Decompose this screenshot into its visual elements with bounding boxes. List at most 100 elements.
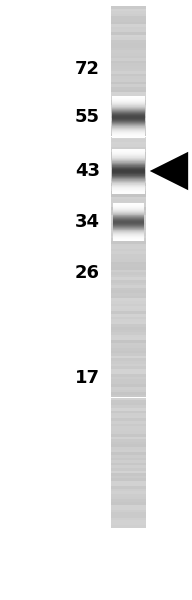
Bar: [111, 403, 146, 406]
Bar: [111, 131, 146, 134]
Bar: [111, 322, 146, 325]
Bar: [111, 325, 146, 327]
Bar: [111, 116, 146, 118]
Bar: [111, 168, 146, 170]
Bar: [111, 369, 146, 371]
Bar: [111, 285, 146, 288]
Bar: [111, 329, 146, 332]
Bar: [111, 220, 146, 223]
Bar: [111, 267, 146, 269]
Bar: [111, 113, 146, 116]
Bar: [111, 142, 146, 145]
Bar: [111, 89, 146, 92]
Bar: [111, 186, 146, 188]
Bar: [111, 319, 146, 322]
Bar: [111, 8, 146, 11]
Bar: [111, 476, 146, 478]
Bar: [111, 269, 146, 272]
Bar: [111, 314, 146, 317]
Bar: [111, 205, 146, 207]
Bar: [111, 455, 146, 458]
Bar: [111, 6, 146, 8]
Bar: [111, 139, 146, 142]
Bar: [111, 209, 146, 212]
Bar: [111, 262, 146, 265]
Bar: [111, 408, 146, 410]
Bar: [111, 40, 146, 43]
Polygon shape: [150, 152, 188, 190]
Bar: [111, 489, 146, 491]
Bar: [111, 283, 146, 285]
Bar: [111, 290, 146, 293]
Bar: [111, 484, 146, 486]
Bar: [111, 176, 146, 178]
Bar: [111, 103, 146, 105]
Bar: [111, 410, 146, 413]
Bar: [111, 460, 146, 463]
Bar: [111, 22, 146, 24]
Bar: [111, 377, 146, 379]
Bar: [111, 523, 146, 526]
Bar: [111, 507, 146, 510]
Bar: [111, 306, 146, 309]
Bar: [111, 223, 146, 225]
Bar: [111, 170, 146, 173]
Bar: [111, 212, 146, 215]
Bar: [111, 100, 146, 103]
Bar: [111, 374, 146, 377]
Bar: [111, 512, 146, 515]
Bar: [111, 95, 146, 97]
Bar: [111, 121, 146, 124]
Bar: [111, 431, 146, 434]
Bar: [111, 244, 146, 246]
Text: 43: 43: [75, 162, 100, 180]
Bar: [111, 43, 146, 45]
Bar: [111, 24, 146, 27]
Bar: [111, 197, 146, 199]
Bar: [111, 406, 146, 408]
Bar: [111, 82, 146, 85]
Bar: [111, 327, 146, 329]
Bar: [111, 163, 146, 165]
Bar: [111, 366, 146, 369]
Bar: [111, 71, 146, 74]
Bar: [111, 265, 146, 267]
Bar: [111, 249, 146, 251]
Bar: [111, 301, 146, 304]
Bar: [111, 442, 146, 445]
Bar: [111, 215, 146, 217]
Bar: [111, 53, 146, 56]
Bar: [111, 413, 146, 416]
Bar: [111, 296, 146, 298]
Bar: [111, 364, 146, 366]
Bar: [111, 332, 146, 335]
Bar: [111, 29, 146, 32]
Bar: [111, 502, 146, 505]
Bar: [111, 385, 146, 387]
Bar: [111, 110, 146, 113]
Bar: [111, 35, 146, 37]
Bar: [111, 126, 146, 128]
Text: 17: 17: [75, 369, 100, 387]
Bar: [111, 32, 146, 35]
Bar: [111, 92, 146, 95]
Bar: [111, 66, 146, 68]
Bar: [111, 439, 146, 442]
Bar: [111, 311, 146, 314]
Bar: [111, 445, 146, 447]
Bar: [111, 199, 146, 202]
Bar: [111, 14, 146, 16]
Bar: [111, 191, 146, 194]
Bar: [111, 298, 146, 301]
Bar: [111, 277, 146, 280]
Bar: [111, 379, 146, 382]
Bar: [111, 350, 146, 353]
Bar: [111, 74, 146, 76]
Bar: [111, 452, 146, 455]
Bar: [111, 337, 146, 340]
Bar: [111, 149, 146, 152]
Bar: [111, 395, 146, 397]
Bar: [111, 64, 146, 66]
Bar: [111, 118, 146, 121]
Bar: [111, 491, 146, 494]
